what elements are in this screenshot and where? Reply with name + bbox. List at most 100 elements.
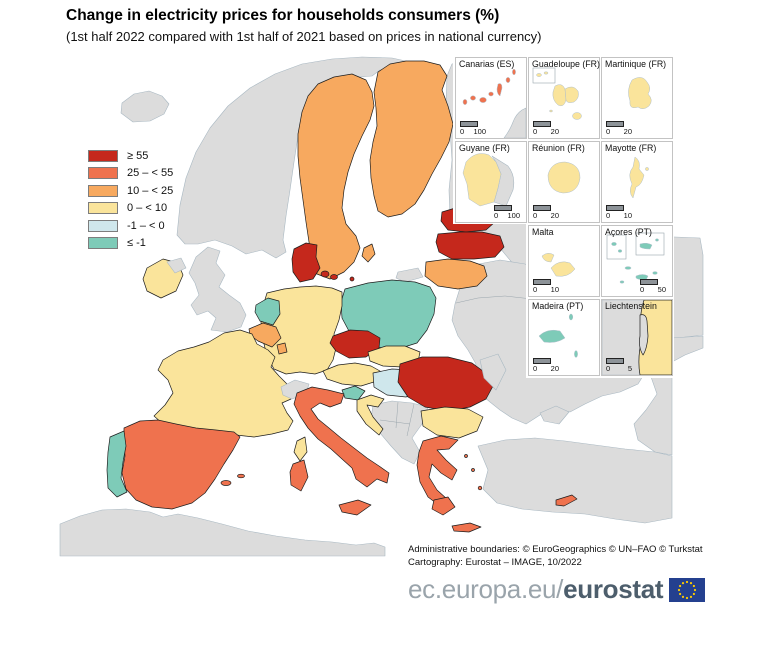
inset-mayotte: Mayotte (FR) 0 10: [601, 141, 673, 223]
country-luxembourg: [276, 342, 288, 355]
inset-reunion: Réunion (FR) 0 20: [528, 141, 600, 223]
country-united-kingdom: [188, 246, 247, 333]
region-aegean-island: [464, 454, 468, 458]
country-netherlands: [254, 297, 281, 326]
scale-bar-rule: [606, 121, 624, 127]
scale-bar: 0 20: [533, 205, 559, 220]
inset-martinique: Martinique (FR) 0 20: [601, 57, 673, 139]
region-north-africa: [59, 508, 386, 557]
page-title: Change in electricity prices for househo…: [66, 7, 500, 24]
region-kaliningrad: [395, 267, 424, 283]
legend-label: ≤ -1: [127, 237, 146, 250]
scale-from: 0: [606, 211, 611, 220]
region-crimea: [539, 405, 570, 425]
region-africa-corner: [503, 107, 526, 138]
country-greece: [416, 435, 459, 507]
scale-bar-rule: [606, 358, 624, 364]
legend-item: ≥ 55: [88, 147, 173, 165]
attribution-line-2: Cartography: Eurostat – IMAGE, 10/2022: [408, 557, 582, 568]
scale-from: 0: [606, 364, 611, 373]
legend-swatch: [88, 237, 118, 250]
inset-label: Guyane (FR): [459, 143, 510, 153]
scale-bar-rule: [460, 121, 478, 127]
scale-to: 100: [473, 127, 486, 136]
region-aegean-island: [477, 485, 483, 491]
eurostat-logo: ec.europa.eu/eurostat: [408, 574, 706, 605]
scale-to: 10: [623, 211, 632, 220]
eu-flag-icon: [669, 577, 706, 602]
inset-madeira: Madeira (PT) 0 20: [528, 299, 600, 376]
scale-from: 0: [460, 127, 465, 136]
scale-bar-rule: [533, 358, 551, 364]
scale-bar-rule: [640, 279, 658, 285]
inset-label: Réunion (FR): [532, 143, 585, 153]
legend-item: -1 – < 0: [88, 217, 173, 235]
scale-bar: 0 10: [606, 205, 632, 220]
scale-from: 0: [533, 285, 538, 294]
inset-label: Liechtenstein: [605, 301, 657, 311]
border-balkans: [379, 401, 415, 437]
scale-bar: 0 20: [533, 358, 559, 373]
country-bulgaria: [420, 406, 484, 439]
region-crete: [451, 522, 482, 533]
legend-item: 0 – < 10: [88, 200, 173, 218]
country-liechtenstein: [639, 314, 649, 356]
legend-swatch: [88, 202, 118, 215]
region-northern-ireland: [166, 257, 187, 274]
region-bornholm: [349, 276, 355, 282]
region-mallorca: [220, 480, 232, 486]
scale-from: 0: [533, 364, 538, 373]
scale-to: 50: [657, 285, 666, 294]
legend-item: 10 – < 25: [88, 182, 173, 200]
logo-brand: eurostat: [563, 574, 664, 604]
country-iceland: [120, 90, 170, 123]
region-sicily: [338, 499, 372, 516]
country-slovenia: [341, 385, 366, 401]
legend-label: 25 – < 55: [127, 167, 174, 180]
scale-bar-rule: [494, 205, 512, 211]
scale-bar: 0 100: [460, 121, 486, 136]
inset-guadeloupe: Guadeloupe (FR) 0 20: [528, 57, 600, 139]
attribution-line-1: Administrative boundaries: © EuroGeograp…: [408, 544, 703, 555]
scale-to: 10: [550, 285, 559, 294]
region-funen: [330, 274, 338, 280]
inset-label: Guadeloupe (FR): [532, 59, 600, 69]
legend-label: -1 – < 0: [127, 219, 165, 232]
region-peloponnese: [431, 496, 456, 516]
legend-label: 10 – < 25: [127, 184, 174, 197]
legend-label: ≥ 55: [127, 149, 149, 162]
country-croatia: [356, 394, 385, 436]
region-aegean-island: [471, 468, 475, 472]
scale-from: 0: [533, 211, 538, 220]
inset-acores: Açores (PT) 0 50: [601, 225, 673, 297]
scale-to: 5: [627, 364, 632, 373]
scale-bar-rule: [606, 205, 624, 211]
flag-stars: [678, 580, 697, 599]
scale-bar: 0 50: [640, 279, 666, 294]
inset-label: Madeira (PT): [532, 301, 584, 311]
scale-to: 20: [550, 211, 559, 220]
legend-item: 25 – < 55: [88, 165, 173, 183]
country-denmark: [291, 242, 321, 283]
legend: ≥ 55 25 – < 55 10 – < 25 0 – < 10 -1 – <…: [88, 147, 173, 252]
region-gotland: [361, 243, 376, 263]
inset-label: Malta: [532, 227, 554, 237]
inset-label: Canarias (ES): [459, 59, 515, 69]
country-sweden: [297, 73, 375, 280]
region-menorca: [237, 473, 245, 479]
region-corsica: [293, 436, 308, 462]
inset-canarias: Canarias (ES) 0 100: [455, 57, 527, 139]
inset-guyane: Guyane (FR) 0 100: [455, 141, 527, 223]
scale-from: 0: [494, 211, 499, 220]
country-lithuania: [424, 258, 488, 290]
scale-to: 100: [507, 211, 520, 220]
page-subtitle: (1st half 2022 compared with 1st half of…: [66, 29, 542, 44]
attribution: Administrative boundaries: © EuroGeograp…: [408, 543, 703, 569]
legend-swatch: [88, 184, 118, 197]
country-italy: [293, 386, 390, 488]
scale-bar: 0 20: [533, 121, 559, 136]
